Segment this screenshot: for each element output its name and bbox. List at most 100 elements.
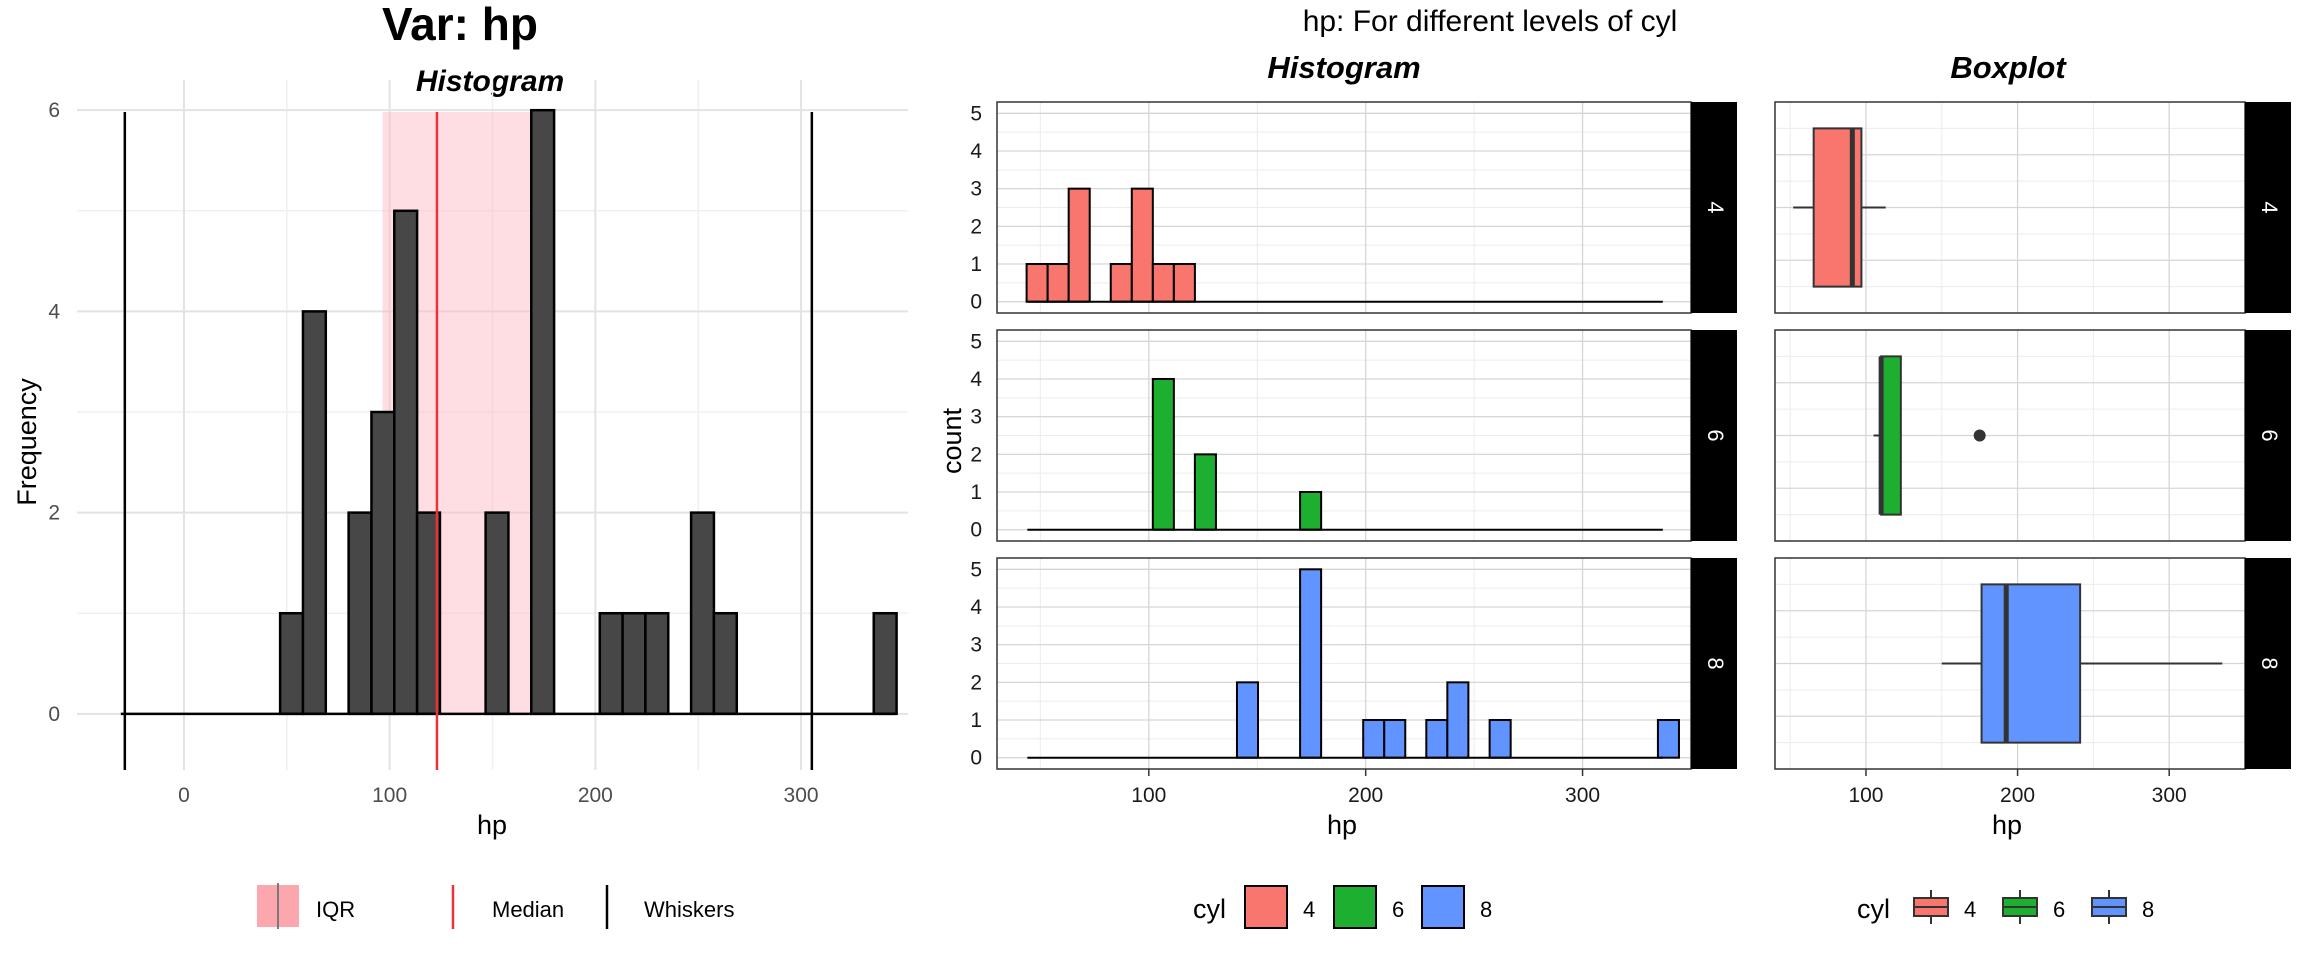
legend-iqr-label: IQR <box>316 897 355 922</box>
hist-x-tick-label: 300 <box>1565 784 1600 807</box>
left-y-tick-label: 4 <box>48 300 60 323</box>
legend-median-label: Median <box>492 897 564 922</box>
left-reference-lines <box>123 112 814 770</box>
main-title: Var: hp <box>382 0 538 50</box>
hist-legend-label: 6 <box>1392 897 1404 922</box>
histogram-bar <box>393 209 419 716</box>
hist-bar-cyl8 <box>1425 719 1449 759</box>
box-legend-label: 8 <box>2142 897 2154 922</box>
histogram-bar <box>484 511 510 716</box>
hist-bar-cyl8 <box>1656 719 1680 759</box>
box-outlier-point <box>1973 429 1986 442</box>
hist-y-tick-label: 1 <box>970 481 982 504</box>
left-y-axis-label: Frequency <box>12 378 42 506</box>
histogram-bar <box>530 108 556 716</box>
histogram-bar <box>621 611 647 716</box>
hist-strip-label: 6 <box>1703 429 1728 441</box>
left-x-tick-label: 100 <box>372 784 407 807</box>
hist-legend-label: 8 <box>1480 897 1492 922</box>
hist-y-tick-label: 0 <box>970 519 982 542</box>
hist-strip-label: 8 <box>1703 657 1728 669</box>
hist-bar-cyl4 <box>1067 187 1091 303</box>
hist-bar-cyl8 <box>1446 681 1470 759</box>
box-facet-strip <box>2245 102 2291 313</box>
hist-y-tick-label: 1 <box>970 709 982 732</box>
hist-y-tick-label: 5 <box>970 558 982 581</box>
hist-facet-strip <box>1691 558 1737 769</box>
hist-bar-cyl4 <box>1130 187 1154 303</box>
legend-whiskers-label: Whiskers <box>644 897 734 922</box>
hist-x-axis-label: hp <box>1327 810 1357 840</box>
left-x-tick-label: 200 <box>578 784 613 807</box>
hist-y-tick-label: 0 <box>970 747 982 770</box>
hist-facet-panel-8: 8 0 1 2 3 4 5 <box>970 557 1737 770</box>
faceted-boxplot: 4 6 8 100 200 300 <box>1774 101 2291 807</box>
hist-bar-cyl8 <box>1488 719 1512 759</box>
histogram-bar <box>872 611 898 716</box>
hist-facet-panel-4: 4 0 1 2 3 4 5 <box>970 101 1737 314</box>
box-facet-strip <box>2245 558 2291 769</box>
hist-y-tick-label: 1 <box>970 253 982 276</box>
histogram-facet-title: Histogram <box>1267 50 1420 85</box>
left-y-tick-label: 0 <box>48 703 60 726</box>
hist-cyl-legend: cyl 4 6 8 <box>1193 885 1492 929</box>
histogram-bar <box>712 611 739 716</box>
hist-y-tick-label: 3 <box>970 406 982 429</box>
left-histogram-panel: Var: hp Histogram 0 100 200 300 0 2 4 6 hp Freq… <box>12 0 908 840</box>
hist-bar-cyl8 <box>1299 568 1323 759</box>
hist-y-tick-label: 5 <box>970 330 982 353</box>
hist-strip-label: 4 <box>1703 201 1728 213</box>
left-subtitle: Histogram <box>416 65 564 98</box>
histogram-bar <box>347 511 373 716</box>
hist-bar-cyl6 <box>1193 453 1217 531</box>
hist-facet-strip <box>1691 102 1737 313</box>
box-legend-title: cyl <box>1857 894 1890 924</box>
left-y-tick-label: 2 <box>48 502 60 525</box>
box-x-axis-label: hp <box>1992 810 2022 840</box>
hist-bar-cyl4 <box>1172 263 1196 303</box>
box-x-tick-label: 200 <box>2000 784 2035 807</box>
right-title: hp: For different levels of cyl <box>1303 5 1678 38</box>
hist-y-tick-label: 2 <box>970 671 982 694</box>
hist-legend-key-cyl4 <box>1244 885 1288 929</box>
histogram-bar <box>644 611 670 716</box>
hist-x-tick-label: 100 <box>1131 784 1166 807</box>
box-facet-panel-4: 4 <box>1774 101 2291 314</box>
hist-bar-cyl6 <box>1299 491 1323 531</box>
hist-bar-cyl4 <box>1109 263 1133 303</box>
hist-y-tick-label: 2 <box>970 215 982 238</box>
left-x-tick-label: 300 <box>784 784 819 807</box>
hist-facet-strip <box>1691 330 1737 541</box>
hist-bar-cyl8 <box>1235 681 1260 759</box>
box-iqr-cyl6 <box>1880 355 1902 516</box>
left-bars <box>120 108 898 716</box>
hist-bar-cyl8 <box>1362 719 1386 759</box>
left-tick-labels: 0 100 200 300 0 2 4 6 <box>48 99 818 807</box>
box-facet-strip <box>2245 330 2291 541</box>
hist-y-tick-label: 4 <box>970 368 982 391</box>
left-x-tick-label: 0 <box>178 784 190 807</box>
hist-legend-key-cyl8 <box>1421 885 1465 929</box>
hist-y-tick-label: 0 <box>970 291 982 314</box>
box-facet-panel-8: 8 <box>1774 557 2291 770</box>
box-strip-label: 6 <box>2257 429 2282 441</box>
histogram-bar <box>370 410 396 716</box>
hist-y-tick-label: 2 <box>970 443 982 466</box>
boxplot-facet-title: Boxplot <box>1950 50 2067 85</box>
hist-bar-cyl8 <box>1383 719 1407 759</box>
hist-x-tick-label: 200 <box>1348 784 1383 807</box>
histogram-bar <box>689 511 716 716</box>
box-strip-label: 8 <box>2257 657 2282 669</box>
hist-y-tick-label: 5 <box>970 102 982 125</box>
left-y-tick-label: 6 <box>48 99 60 122</box>
box-iqr-cyl8 <box>1980 583 2082 744</box>
hist-facet-panel-6: 6 0 1 2 3 4 5 <box>970 329 1737 542</box>
box-legend-label: 4 <box>1964 897 1976 922</box>
box-x-tick-label: 100 <box>1848 784 1883 807</box>
histogram-bar <box>301 310 328 716</box>
hist-legend-title: cyl <box>1193 894 1226 924</box>
hist-y-axis-label: count <box>937 407 967 474</box>
box-strip-label: 4 <box>2257 201 2282 213</box>
hist-bar-cyl6 <box>1151 377 1175 531</box>
left-legend: IQR Median Whiskers <box>257 883 734 929</box>
